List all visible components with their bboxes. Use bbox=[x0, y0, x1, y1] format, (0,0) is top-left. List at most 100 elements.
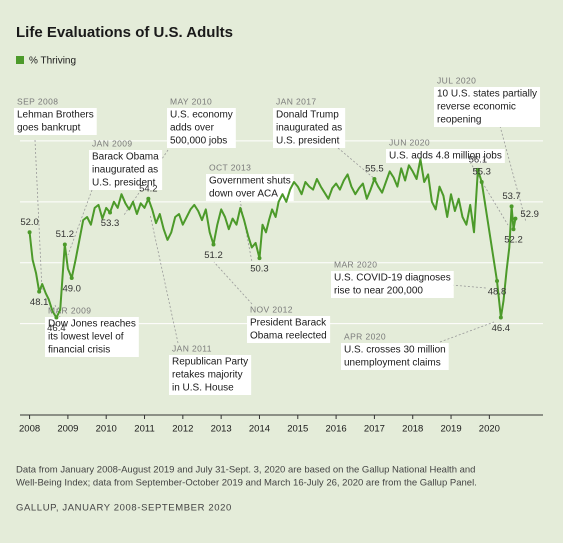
x-tick-label: 2020 bbox=[479, 424, 500, 435]
annotation-box bbox=[341, 343, 449, 370]
annotation-text: inaugurated as bbox=[92, 165, 158, 176]
annotation-date: MAR 2020 bbox=[334, 259, 377, 269]
leader-line bbox=[67, 189, 93, 256]
data-label: 53.7 bbox=[502, 191, 521, 202]
annotation-box bbox=[14, 108, 97, 135]
annotation: MAY 2010 U.S. economy adds over 500,000 job… bbox=[167, 96, 236, 148]
annotation-date: OCT 2013 bbox=[209, 162, 251, 172]
data-point bbox=[146, 196, 151, 201]
annotation-text: rise to near 200,000 bbox=[334, 286, 423, 297]
data-point bbox=[257, 256, 262, 261]
annotation-box bbox=[45, 317, 139, 357]
annotation-text: 10 U.S. states partially bbox=[437, 89, 537, 100]
x-tick-label: 2017 bbox=[364, 424, 385, 435]
data-point bbox=[372, 176, 377, 181]
annotation-text: in U.S. House bbox=[172, 383, 234, 394]
annotation-text: goes bankrupt bbox=[17, 123, 81, 134]
data-line bbox=[28, 158, 517, 319]
data-point bbox=[498, 315, 503, 320]
annotation-text: U.S. economy bbox=[170, 110, 233, 121]
annotation: JAN 2017 Donald Trump inaugurated as U.S. p… bbox=[273, 96, 346, 148]
data-label: 52.2 bbox=[504, 235, 523, 246]
annotation-text: Dow Jones reaches bbox=[48, 319, 136, 330]
x-tick-label: 2016 bbox=[326, 424, 347, 435]
annotation-box bbox=[169, 355, 252, 395]
annotation-text: Donald Trump bbox=[276, 110, 339, 121]
data-point bbox=[211, 242, 216, 247]
annotation: JAN 2011 Republican Party retakes majority… bbox=[169, 343, 252, 395]
annotation-text: financial crisis bbox=[48, 345, 110, 356]
x-tick-label: 2013 bbox=[211, 424, 232, 435]
x-tick-label: 2015 bbox=[287, 424, 308, 435]
data-label: 52.0 bbox=[20, 217, 39, 228]
data-point bbox=[513, 216, 518, 221]
leader-line bbox=[337, 147, 377, 181]
data-point bbox=[509, 204, 514, 209]
annotation-date: JUN 2020 bbox=[389, 137, 430, 147]
annotation-text: Obama reelected bbox=[250, 331, 327, 342]
data-label: 53.3 bbox=[101, 218, 120, 229]
x-tick-label: 2012 bbox=[172, 424, 193, 435]
annotation-date: JAN 2017 bbox=[276, 96, 317, 106]
annotation-text: U.S. COVID-19 diagnoses bbox=[334, 273, 451, 284]
annotation: MAR 2020 U.S. COVID-19 diagnoses rise to n… bbox=[331, 259, 454, 298]
x-tick-label: 2011 bbox=[134, 424, 154, 435]
data-point bbox=[108, 210, 113, 215]
annotation: OCT 2013 Government shuts down over ACA bbox=[206, 162, 294, 201]
data-label: 55.3 bbox=[472, 167, 491, 178]
annotation: NOV 2012 President Barack Obama reelected bbox=[247, 304, 331, 343]
annotation: JAN 2009 Barack Obama inaugurated as U.S. p… bbox=[89, 138, 163, 190]
data-label: 48.8 bbox=[488, 287, 507, 298]
data-label: 51.2 bbox=[56, 229, 75, 240]
x-tick-label: 2010 bbox=[96, 424, 117, 435]
annotation-box bbox=[206, 174, 294, 201]
leader-line bbox=[34, 139, 43, 291]
annotation-text: Barack Obama bbox=[92, 152, 159, 163]
annotation-text: inaugurated as bbox=[276, 123, 342, 134]
annotation-text: U.S. president bbox=[276, 136, 340, 147]
x-tick-label: 2019 bbox=[440, 424, 461, 435]
footnote: Data from January 2008-August 2019 and J… bbox=[16, 465, 475, 476]
annotation-date: MAR 2009 bbox=[48, 305, 91, 315]
data-label: 55.5 bbox=[365, 163, 384, 174]
annotation-box bbox=[331, 271, 454, 298]
source: GALLUP, JANUARY 2008-SEPTEMBER 2020 bbox=[16, 503, 232, 514]
annotation-date: JUL 2020 bbox=[437, 75, 476, 85]
annotation: JUL 2020 10 U.S. states partially reverse … bbox=[434, 75, 541, 127]
data-point bbox=[479, 180, 484, 185]
annotation: APR 2020 U.S. crosses 30 million unemploym… bbox=[341, 331, 449, 370]
annotation-date: JAN 2011 bbox=[172, 343, 212, 353]
annotation: SEP 2008 Lehman Brothers goes bankrupt bbox=[14, 96, 97, 135]
data-point bbox=[69, 275, 74, 280]
annotation: MAR 2009 Dow Jones reaches its lowest leve… bbox=[45, 305, 139, 357]
x-tick-label: 2014 bbox=[249, 424, 270, 435]
leader-line bbox=[499, 125, 527, 223]
leader-line bbox=[213, 261, 253, 305]
leader-line bbox=[239, 199, 253, 263]
data-point bbox=[54, 315, 59, 320]
footnote: Well-Being Index; data from September-Oc… bbox=[16, 478, 477, 489]
annotation-date: APR 2020 bbox=[344, 331, 386, 341]
annotation-text: retakes majority bbox=[172, 370, 243, 381]
annotation-text: Government shuts bbox=[209, 176, 291, 187]
annotation-box bbox=[386, 149, 505, 163]
data-point bbox=[495, 279, 500, 283]
data-label: 54.2 bbox=[139, 183, 158, 194]
annotation-date: NOV 2012 bbox=[250, 304, 293, 314]
leader-line bbox=[439, 321, 495, 343]
data-point bbox=[37, 289, 42, 294]
annotation-box bbox=[434, 87, 541, 127]
legend-label: % Thriving bbox=[29, 56, 76, 67]
data-label: 46.4 bbox=[492, 323, 511, 334]
annotation-text: U.S. crosses 30 million bbox=[344, 345, 446, 356]
annotation-box bbox=[247, 316, 331, 343]
annotation-text: adds over bbox=[170, 123, 215, 134]
annotation: JUN 2020 U.S. adds 4.8 million jobs bbox=[386, 137, 505, 163]
annotation-box bbox=[167, 108, 236, 148]
annotation-text: reopening bbox=[437, 115, 481, 126]
chart-title: Life Evaluations of U.S. Adults bbox=[16, 24, 233, 41]
annotation-date: MAY 2010 bbox=[170, 96, 212, 106]
data-label: 51.2 bbox=[204, 250, 223, 261]
